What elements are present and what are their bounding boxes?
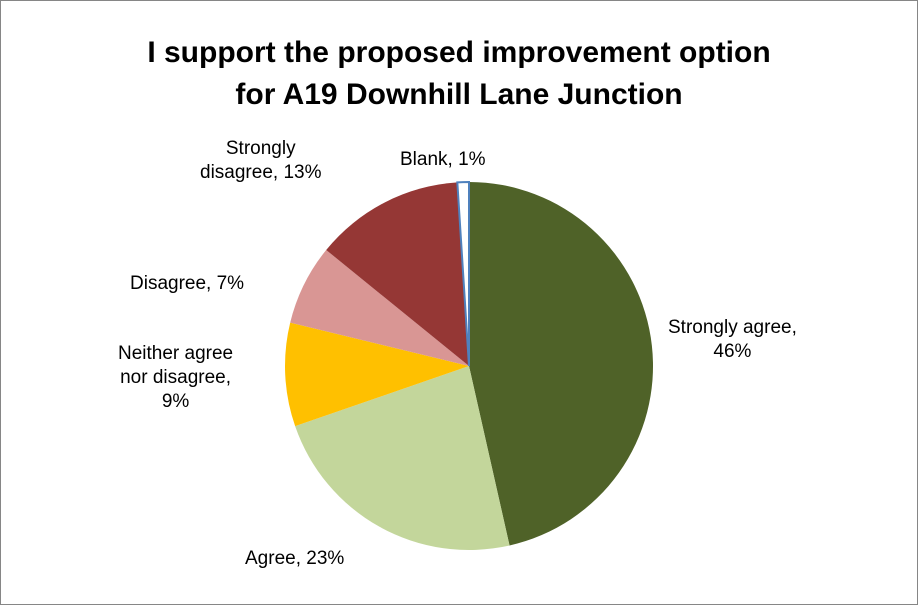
label-neither: Neither agree nor disagree, 9% bbox=[118, 343, 234, 412]
label-disagree: Disagree, 7% bbox=[130, 273, 245, 294]
label-agree: Agree, 23% bbox=[245, 548, 345, 569]
pie-slice-strongly-agree bbox=[469, 182, 654, 546]
pie-slice-agree bbox=[295, 366, 510, 551]
pie-slice-neither-agree-nor-disagree bbox=[285, 322, 469, 427]
chart-title-line-1: I support the proposed improvement optio… bbox=[147, 36, 771, 69]
chart-title: I support the proposed improvement optio… bbox=[0, 32, 918, 116]
pie-slice-blank bbox=[456, 180, 470, 367]
pie-slice-strongly-disagree bbox=[326, 182, 469, 366]
label-strongly-agree: Strongly agree, 46% bbox=[668, 317, 797, 362]
label-strongly-disagree: Strongly disagree, 13% bbox=[200, 138, 322, 183]
chart-title-line-2: for A19 Downhill Lane Junction bbox=[235, 78, 683, 111]
label-blank: Blank, 1% bbox=[400, 149, 486, 170]
pie-slice-disagree bbox=[290, 249, 469, 366]
